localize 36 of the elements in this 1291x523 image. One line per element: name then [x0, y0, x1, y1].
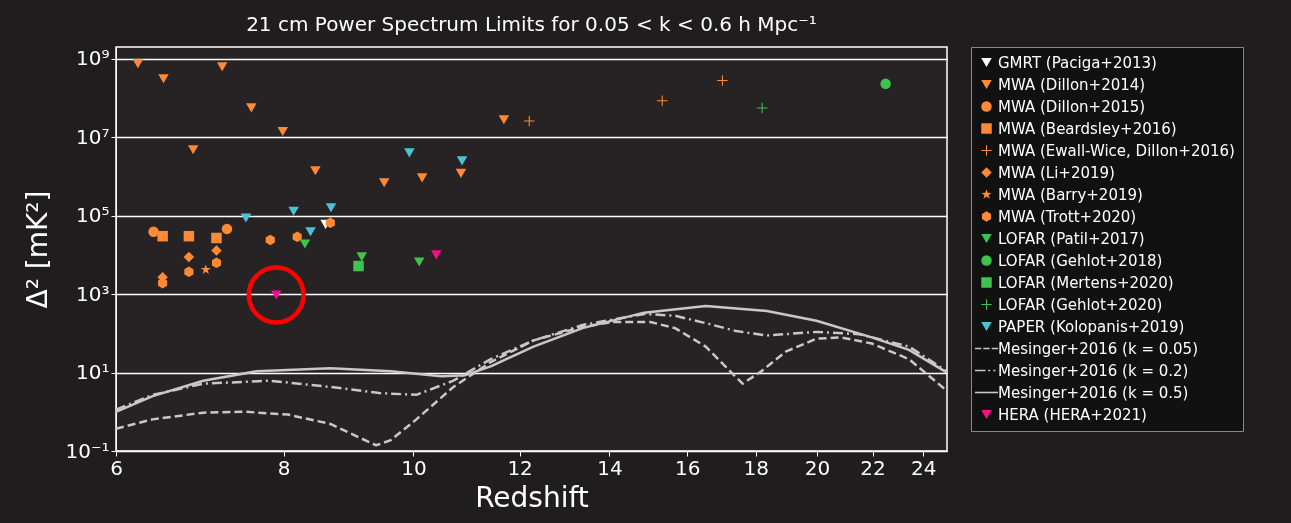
x-tick-label: 22 — [860, 455, 886, 480]
legend-label: MWA (Beardsley+2016) — [998, 119, 1177, 138]
legend-label: MWA (Ewall-Wice, Dillon+2016) — [998, 141, 1235, 160]
legend-label: LOFAR (Gehlot+2018) — [998, 251, 1163, 270]
legend-label: GMRT (Paciga+2013) — [998, 53, 1157, 72]
legend-label: MWA (Dillon+2015) — [998, 97, 1146, 116]
y-tick-label: 10³ — [76, 281, 110, 306]
x-tick-label: 16 — [674, 455, 701, 480]
chart-title: 21 cm Power Spectrum Limits for 0.05 < k < 0.6 h Mpc⁻¹ — [246, 11, 817, 36]
legend-label: MWA (Li+2019) — [998, 163, 1115, 182]
x-tick-label: 14 — [597, 455, 623, 480]
y-tick-label: 10⁷ — [76, 124, 110, 149]
x-tick-label: 20 — [804, 455, 831, 480]
legend-label: HERA (HERA+2021) — [998, 405, 1147, 424]
legend-label: LOFAR (Patil+2017) — [998, 229, 1145, 248]
legend-label: MWA (Dillon+2014) — [998, 75, 1146, 94]
y-tick-label: 10⁹ — [76, 46, 110, 71]
legend-label: LOFAR (Gehlot+2020) — [998, 295, 1163, 314]
x-tick-label: 6 — [110, 455, 123, 480]
y-tick-label: 10⁻¹ — [65, 438, 110, 463]
y-axis-title: Δ² [mK²] — [21, 190, 55, 309]
x-axis-title: Redshift — [475, 480, 589, 514]
x-tick-label: 8 — [277, 455, 291, 480]
x-tick-label: 10 — [401, 455, 427, 480]
legend-label: LOFAR (Mertens+2020) — [998, 273, 1174, 292]
y-tick-label: 10⁵ — [76, 203, 110, 228]
legend-label: Mesinger+2016 (k = 0.2) — [998, 361, 1189, 380]
y-tick-label: 10¹ — [76, 360, 110, 385]
legend-label: Mesinger+2016 (k = 0.05) — [998, 339, 1198, 358]
x-tick-label: 18 — [743, 455, 769, 480]
legend-label: Mesinger+2016 (k = 0.5) — [998, 383, 1189, 402]
legend-label: MWA (Barry+2019) — [998, 185, 1143, 204]
x-tick-label: 12 — [507, 455, 533, 480]
x-tick-label: 24 — [911, 455, 937, 480]
legend-label: MWA (Trott+2020) — [998, 207, 1137, 226]
legend-label: PAPER (Kolopanis+2019) — [998, 317, 1185, 336]
